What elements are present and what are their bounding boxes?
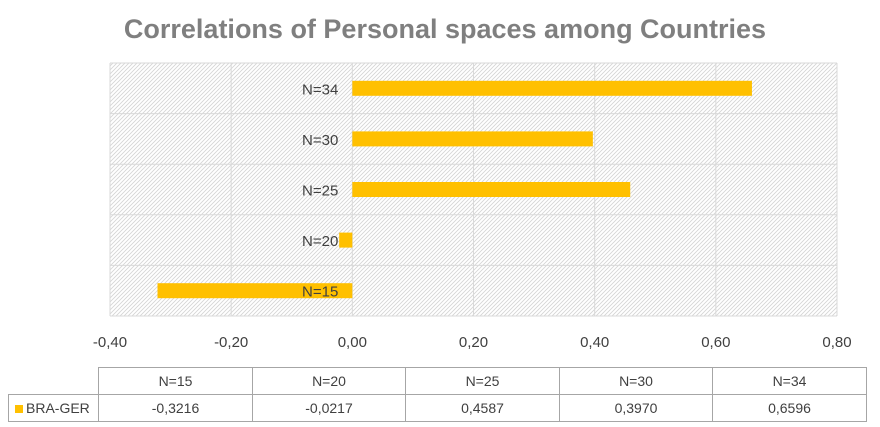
- series-legend-cell: BRA-GER: [8, 394, 99, 422]
- x-tick-label: 0,00: [338, 334, 367, 351]
- legend-key: [15, 405, 23, 414]
- data-table-value-cell: 0,3970: [559, 394, 713, 422]
- category-label: N=30: [302, 132, 338, 149]
- bar: [352, 131, 593, 147]
- data-table-header-row: N=15 N=20 N=25 N=30 N=34: [8, 367, 867, 395]
- data-table-value-cell: 0,6596: [712, 394, 867, 422]
- chart-title: Correlations of Personal spaces among Co…: [123, 14, 767, 44]
- data-table-header-cell: N=15: [98, 367, 253, 395]
- data-table-header-cell: N=34: [712, 367, 867, 395]
- x-tick-label: -0,40: [93, 334, 127, 351]
- x-tick-label: 0,20: [459, 334, 488, 351]
- gridlines: [109, 62, 838, 317]
- category-label: N=34: [302, 81, 338, 98]
- bar-chart: N=15 N=20 N=25 N=30 N=34 -0,40 -0,20 0,00 0,20 0…: [93, 62, 852, 351]
- data-table: N=15 N=20 N=25 N=30 N=34 BRA-GER -0,3216 -0,0…: [8, 367, 867, 422]
- x-tick-label: 0,40: [580, 334, 609, 351]
- bar: [157, 283, 353, 299]
- x-tick-label: 0,60: [701, 334, 730, 351]
- data-table-corner: [8, 367, 99, 395]
- series-name: BRA-GER: [26, 400, 90, 416]
- x-tick-label: -0,20: [214, 334, 248, 351]
- data-table-value-cell: 0,4587: [405, 394, 560, 422]
- data-table-header-cell: N=25: [405, 367, 560, 395]
- category-label: N=15: [302, 284, 338, 301]
- bar: [352, 80, 752, 96]
- category-label: N=25: [302, 183, 338, 200]
- category-label: N=20: [302, 233, 338, 250]
- category-labels: N=15 N=20 N=25 N=30 N=34: [302, 81, 338, 300]
- data-table-value-cell: -0,3216: [98, 394, 253, 422]
- data-table-value-cell: -0,0217: [252, 394, 406, 422]
- x-tick-labels: -0,40 -0,20 0,00 0,20 0,40 0,60 0,80: [93, 334, 852, 351]
- bars: [157, 80, 752, 299]
- bar: [339, 232, 353, 248]
- bar: [352, 182, 631, 197]
- data-table-series-row: BRA-GER -0,3216 -0,0217 0,4587 0,3970 0,6596: [8, 394, 867, 422]
- x-tick-label: 0,80: [822, 334, 851, 351]
- data-table-header-cell: N=20: [252, 367, 406, 395]
- data-table-header-cell: N=30: [559, 367, 713, 395]
